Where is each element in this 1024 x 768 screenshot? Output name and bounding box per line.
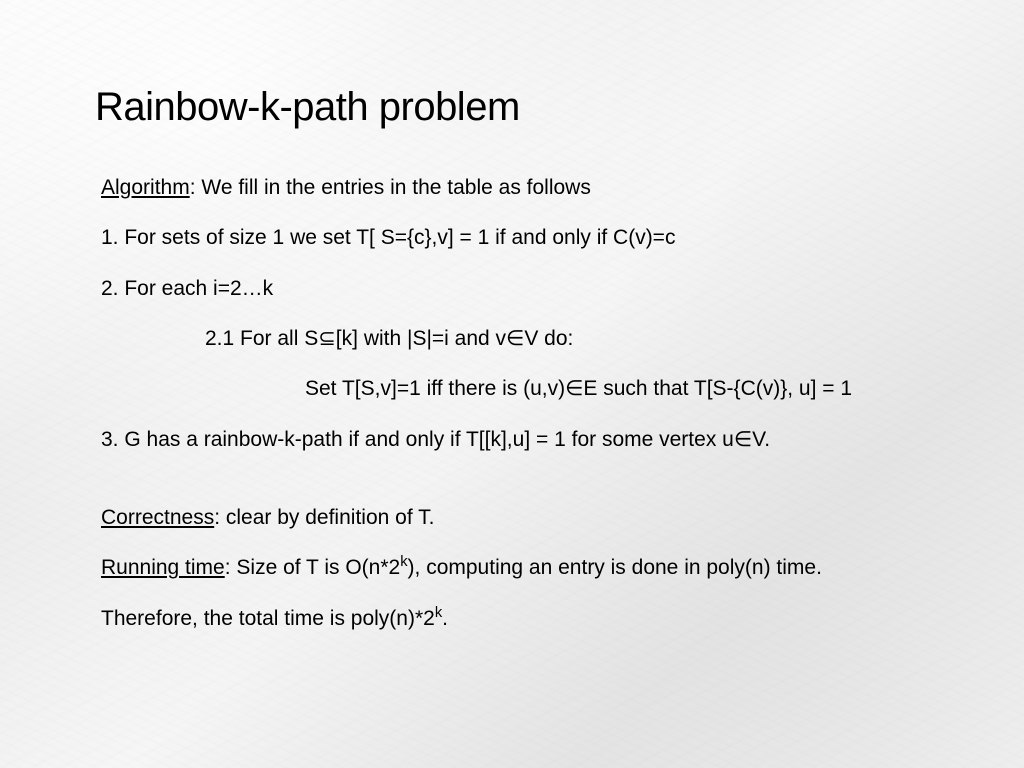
correctness-line: Correctness: clear by definition of T. (95, 504, 969, 532)
step-2-1: 2.1 For all S⊆[k] with |S|=i and v∈V do: (95, 325, 969, 353)
runtime-text-b: ), computing an entry is done in poly(n)… (408, 556, 822, 579)
runtime-line: Running time: Size of T is O(n*2k), comp… (95, 554, 969, 582)
step-1: 1. For sets of size 1 we set T[ S={c},v]… (95, 224, 969, 252)
slide-title: Rainbow-k-path problem (95, 85, 969, 130)
algorithm-intro-text: : We fill in the entries in the table as… (190, 176, 591, 199)
algorithm-intro: Algorithm: We fill in the entries in the… (95, 174, 969, 202)
correctness-label: Correctness (101, 506, 214, 529)
algorithm-label: Algorithm (101, 176, 190, 199)
slide-content: Rainbow-k-path problem Algorithm: We fil… (95, 85, 969, 728)
spacer (95, 476, 969, 504)
step-2-1-body: Set T[S,v]=1 iff there is (u,v)∈E such t… (95, 375, 969, 403)
runtime-label: Running time (101, 556, 225, 579)
step-3: 3. G has a rainbow-k-path if and only if… (95, 426, 969, 454)
step-2: 2. For each i=2…k (95, 275, 969, 303)
therefore-line: Therefore, the total time is poly(n)*2k. (95, 605, 969, 633)
therefore-a: Therefore, the total time is poly(n)*2 (101, 607, 435, 630)
runtime-exp-k: k (400, 554, 407, 570)
runtime-text-a: : Size of T is O(n*2 (225, 556, 400, 579)
therefore-b: . (442, 607, 448, 630)
correctness-text: : clear by definition of T. (214, 506, 434, 529)
